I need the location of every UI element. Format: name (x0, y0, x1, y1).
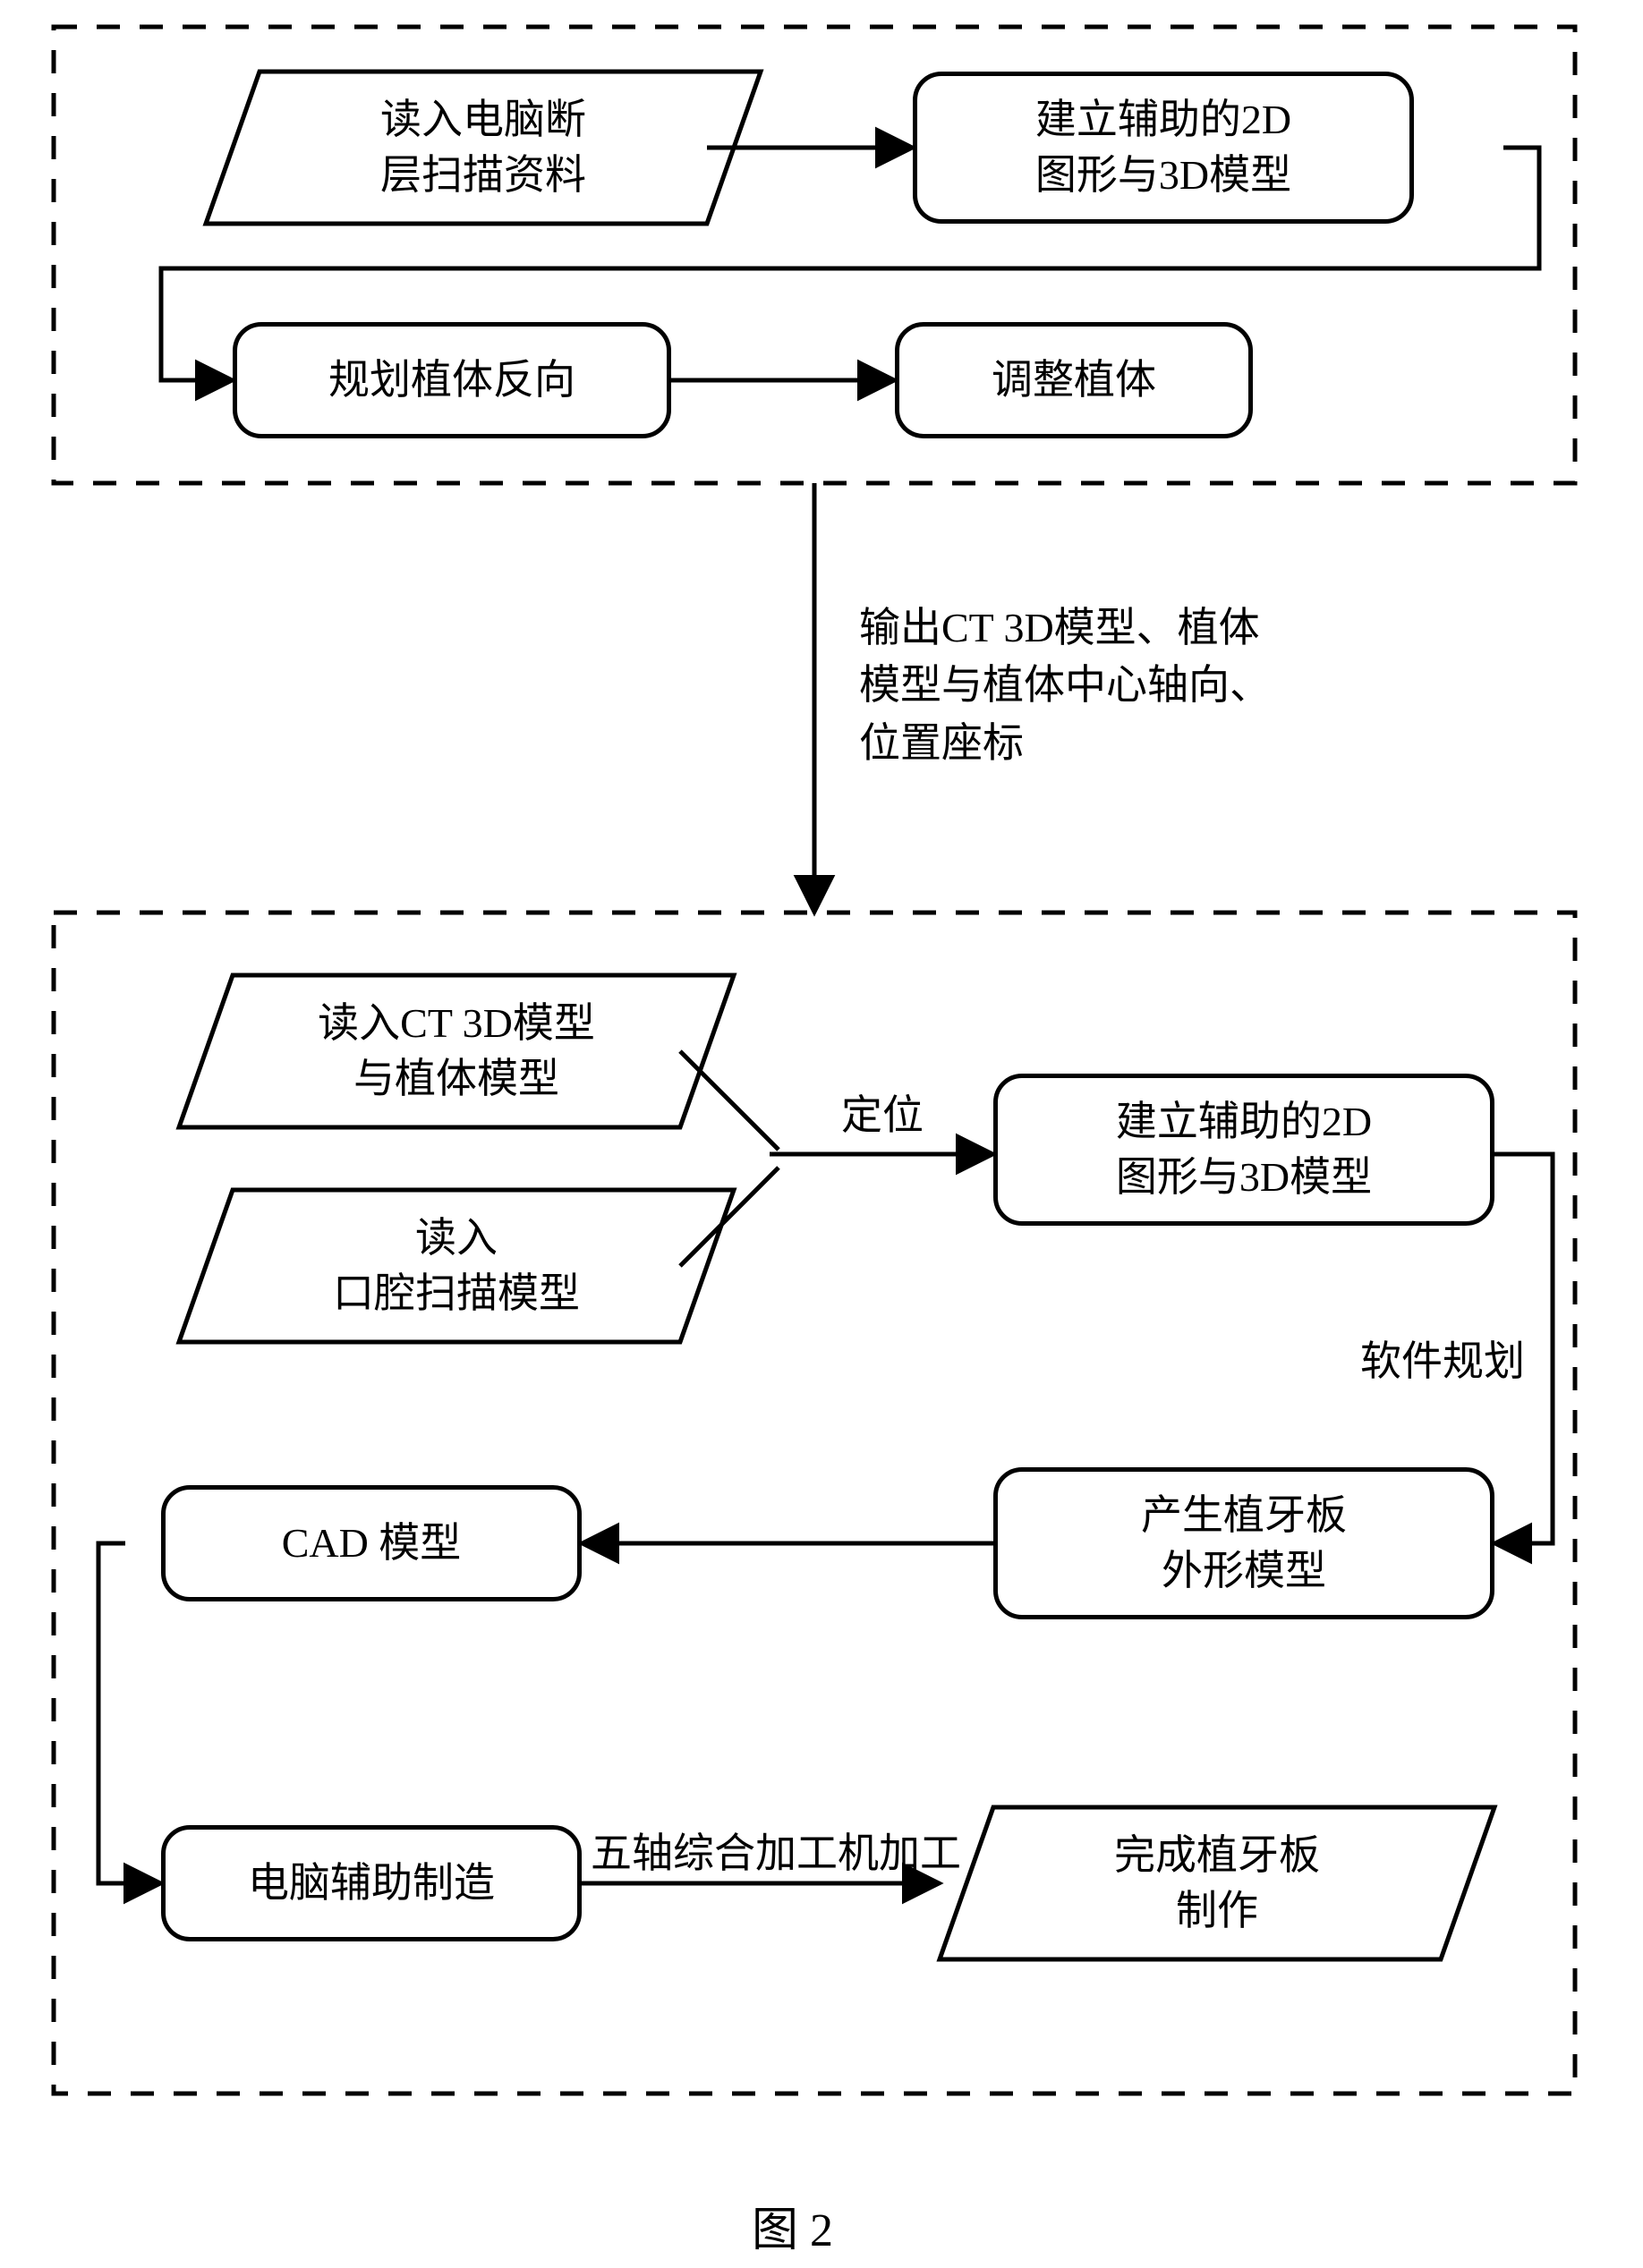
figure-label: 图 2 (752, 2192, 833, 2259)
edge-label: 定位 (841, 1087, 924, 1144)
node-n8: 产生植牙板外形模型 (993, 1467, 1494, 1619)
node-n7: 建立辅助的2D图形与3D模型 (993, 1074, 1494, 1226)
node-n2: 建立辅助的2D图形与3D模型 (913, 72, 1414, 224)
node-n3: 规划植体反向 (233, 322, 671, 438)
node-n6: 读入口腔扫描模型 (206, 1190, 707, 1342)
node-n9: CAD 模型 (161, 1485, 582, 1601)
node-n5: 读入CT 3D模型与植体模型 (206, 975, 707, 1127)
node-n1: 读入电脑断层扫描资料 (233, 72, 734, 224)
node-n10: 电脑辅助制造 (161, 1825, 582, 1941)
edge-label: 软件规划 (1360, 1333, 1525, 1390)
node-n4: 调整植体 (895, 322, 1253, 438)
node-n11: 完成植牙板制作 (966, 1807, 1468, 1959)
diagram-canvas: 读入电脑断层扫描资料建立辅助的2D图形与3D模型规划植体反向调整植体读入CT 3… (0, 0, 1643, 2268)
edge-label: 输出CT 3D模型、植体模型与植体中心轴向、位置座标 (859, 599, 1271, 772)
edge-label: 五轴综合加工机加工 (591, 1825, 961, 1882)
